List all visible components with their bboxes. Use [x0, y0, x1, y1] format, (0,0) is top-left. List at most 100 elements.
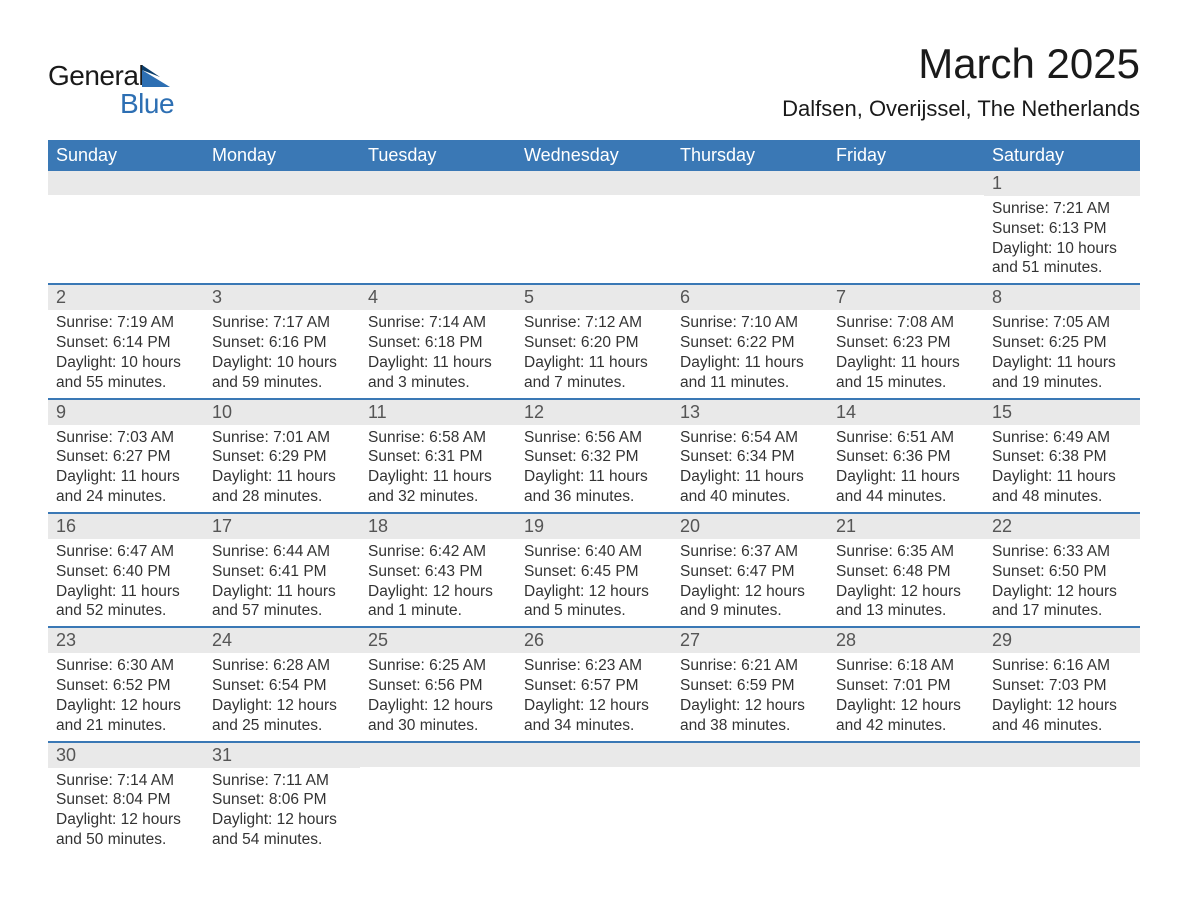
day-number: 15 [984, 400, 1140, 425]
day-details [672, 767, 828, 775]
day-details: Sunrise: 6:28 AMSunset: 6:54 PMDaylight:… [204, 653, 360, 740]
daylight-text: Daylight: 12 hours and 25 minutes. [212, 696, 352, 736]
day-number [672, 171, 828, 195]
day-details [204, 195, 360, 203]
daylight-text: Daylight: 12 hours and 46 minutes. [992, 696, 1132, 736]
calendar-day-cell: 2Sunrise: 7:19 AMSunset: 6:14 PMDaylight… [48, 284, 204, 398]
calendar-day-cell: 31Sunrise: 7:11 AMSunset: 8:06 PMDayligh… [204, 742, 360, 855]
calendar-day-cell: 12Sunrise: 6:56 AMSunset: 6:32 PMDayligh… [516, 399, 672, 513]
daylight-text: Daylight: 12 hours and 38 minutes. [680, 696, 820, 736]
day-number: 5 [516, 285, 672, 310]
logo-text-general: General [48, 60, 144, 91]
sunset-text: Sunset: 6:22 PM [680, 333, 820, 353]
sunrise-text: Sunrise: 6:49 AM [992, 428, 1132, 448]
daylight-text: Daylight: 11 hours and 24 minutes. [56, 467, 196, 507]
day-header: Thursday [672, 140, 828, 171]
daylight-text: Daylight: 11 hours and 57 minutes. [212, 582, 352, 622]
day-details: Sunrise: 6:25 AMSunset: 6:56 PMDaylight:… [360, 653, 516, 740]
sunrise-text: Sunrise: 6:30 AM [56, 656, 196, 676]
daylight-text: Daylight: 11 hours and 11 minutes. [680, 353, 820, 393]
calendar-day-cell: 7Sunrise: 7:08 AMSunset: 6:23 PMDaylight… [828, 284, 984, 398]
day-details: Sunrise: 6:16 AMSunset: 7:03 PMDaylight:… [984, 653, 1140, 740]
day-number: 13 [672, 400, 828, 425]
daylight-text: Daylight: 12 hours and 9 minutes. [680, 582, 820, 622]
sunset-text: Sunset: 6:40 PM [56, 562, 196, 582]
day-number [828, 171, 984, 195]
calendar-day-cell: 18Sunrise: 6:42 AMSunset: 6:43 PMDayligh… [360, 513, 516, 627]
calendar-day-cell: 10Sunrise: 7:01 AMSunset: 6:29 PMDayligh… [204, 399, 360, 513]
sunset-text: Sunset: 6:59 PM [680, 676, 820, 696]
sunset-text: Sunset: 6:48 PM [836, 562, 976, 582]
month-title: March 2025 [782, 40, 1140, 88]
daylight-text: Daylight: 12 hours and 42 minutes. [836, 696, 976, 736]
calendar-day-cell: 27Sunrise: 6:21 AMSunset: 6:59 PMDayligh… [672, 627, 828, 741]
daylight-text: Daylight: 12 hours and 5 minutes. [524, 582, 664, 622]
day-details: Sunrise: 6:21 AMSunset: 6:59 PMDaylight:… [672, 653, 828, 740]
day-number [360, 743, 516, 767]
sunset-text: Sunset: 6:14 PM [56, 333, 196, 353]
day-number: 1 [984, 171, 1140, 196]
day-number: 12 [516, 400, 672, 425]
logo: General Blue [48, 60, 176, 120]
sunrise-text: Sunrise: 6:37 AM [680, 542, 820, 562]
daylight-text: Daylight: 11 hours and 52 minutes. [56, 582, 196, 622]
daylight-text: Daylight: 11 hours and 40 minutes. [680, 467, 820, 507]
day-number: 7 [828, 285, 984, 310]
day-details [672, 195, 828, 203]
calendar-day-cell: 14Sunrise: 6:51 AMSunset: 6:36 PMDayligh… [828, 399, 984, 513]
sunrise-text: Sunrise: 6:33 AM [992, 542, 1132, 562]
day-details: Sunrise: 7:08 AMSunset: 6:23 PMDaylight:… [828, 310, 984, 397]
day-details: Sunrise: 6:54 AMSunset: 6:34 PMDaylight:… [672, 425, 828, 512]
daylight-text: Daylight: 10 hours and 51 minutes. [992, 239, 1132, 279]
day-details: Sunrise: 6:30 AMSunset: 6:52 PMDaylight:… [48, 653, 204, 740]
calendar-week-row: 1Sunrise: 7:21 AMSunset: 6:13 PMDaylight… [48, 171, 1140, 284]
daylight-text: Daylight: 11 hours and 28 minutes. [212, 467, 352, 507]
sunset-text: Sunset: 6:43 PM [368, 562, 508, 582]
calendar-day-cell: 21Sunrise: 6:35 AMSunset: 6:48 PMDayligh… [828, 513, 984, 627]
day-header: Friday [828, 140, 984, 171]
daylight-text: Daylight: 12 hours and 54 minutes. [212, 810, 352, 850]
sunrise-text: Sunrise: 7:12 AM [524, 313, 664, 333]
sunset-text: Sunset: 6:54 PM [212, 676, 352, 696]
sunrise-text: Sunrise: 6:21 AM [680, 656, 820, 676]
day-number: 19 [516, 514, 672, 539]
day-details: Sunrise: 6:44 AMSunset: 6:41 PMDaylight:… [204, 539, 360, 626]
sunrise-text: Sunrise: 6:58 AM [368, 428, 508, 448]
logo-text-blue: Blue [120, 88, 176, 120]
calendar-day-cell: 9Sunrise: 7:03 AMSunset: 6:27 PMDaylight… [48, 399, 204, 513]
sunset-text: Sunset: 6:50 PM [992, 562, 1132, 582]
sunset-text: Sunset: 6:18 PM [368, 333, 508, 353]
calendar-day-cell [984, 742, 1140, 855]
daylight-text: Daylight: 12 hours and 21 minutes. [56, 696, 196, 736]
calendar-week-row: 2Sunrise: 7:19 AMSunset: 6:14 PMDaylight… [48, 284, 1140, 398]
day-details: Sunrise: 7:11 AMSunset: 8:06 PMDaylight:… [204, 768, 360, 855]
day-details: Sunrise: 6:58 AMSunset: 6:31 PMDaylight:… [360, 425, 516, 512]
sunrise-text: Sunrise: 6:28 AM [212, 656, 352, 676]
day-number: 6 [672, 285, 828, 310]
sunrise-text: Sunrise: 6:18 AM [836, 656, 976, 676]
daylight-text: Daylight: 10 hours and 59 minutes. [212, 353, 352, 393]
day-details [516, 195, 672, 203]
calendar-day-cell: 20Sunrise: 6:37 AMSunset: 6:47 PMDayligh… [672, 513, 828, 627]
day-number: 31 [204, 743, 360, 768]
calendar-day-cell [204, 171, 360, 284]
day-number: 18 [360, 514, 516, 539]
calendar-day-cell [360, 742, 516, 855]
day-number [828, 743, 984, 767]
sunrise-text: Sunrise: 7:19 AM [56, 313, 196, 333]
day-details: Sunrise: 6:40 AMSunset: 6:45 PMDaylight:… [516, 539, 672, 626]
day-details: Sunrise: 7:14 AMSunset: 8:04 PMDaylight:… [48, 768, 204, 855]
day-number [48, 171, 204, 195]
sunset-text: Sunset: 6:41 PM [212, 562, 352, 582]
calendar-day-cell: 30Sunrise: 7:14 AMSunset: 8:04 PMDayligh… [48, 742, 204, 855]
day-number: 3 [204, 285, 360, 310]
calendar-day-cell [672, 742, 828, 855]
daylight-text: Daylight: 12 hours and 1 minute. [368, 582, 508, 622]
day-number: 16 [48, 514, 204, 539]
sunrise-text: Sunrise: 7:10 AM [680, 313, 820, 333]
day-details: Sunrise: 7:03 AMSunset: 6:27 PMDaylight:… [48, 425, 204, 512]
sunset-text: Sunset: 6:36 PM [836, 447, 976, 467]
daylight-text: Daylight: 11 hours and 32 minutes. [368, 467, 508, 507]
day-number [360, 171, 516, 195]
page-header: General Blue March 2025 Dalfsen, Overijs… [48, 40, 1140, 122]
